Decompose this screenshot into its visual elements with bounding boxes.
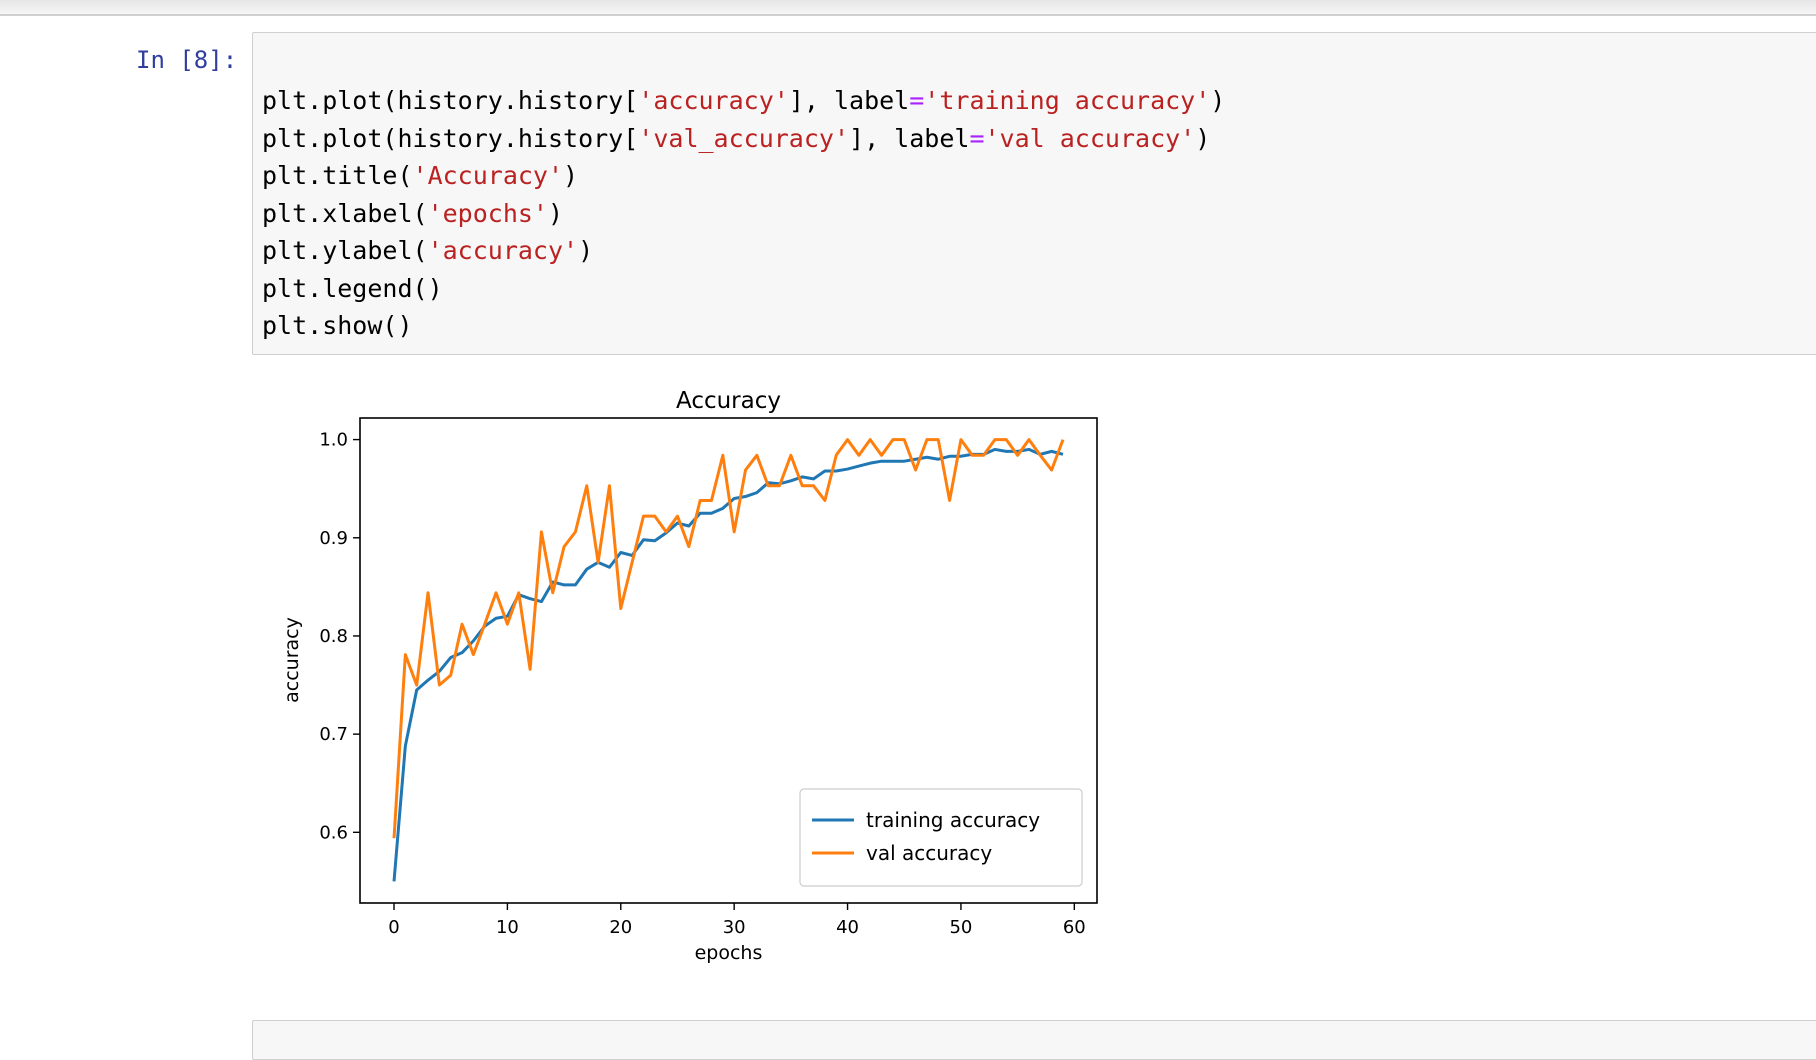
x-tick-label: 40 (836, 917, 859, 938)
cell-output: Accuracy epochs accuracy 0 10 20 30 40 50 60 0.… (252, 365, 1132, 980)
x-tick-label: 60 (1063, 917, 1086, 938)
code-line[interactable]: plt.plot(history.history['accuracy'], la… (262, 82, 1225, 120)
y-axis-label: accuracy (281, 617, 303, 703)
y-tick-label: 0.7 (319, 724, 348, 745)
code-line[interactable]: plt.plot(history.history['val_accuracy']… (262, 120, 1225, 158)
code-string-token: 'epochs' (428, 199, 548, 228)
code-token: = (909, 86, 924, 115)
y-tick-label: 0.8 (319, 626, 348, 647)
code-token: plt.title( (262, 161, 413, 190)
code-token: plt.plot(history.history[ (262, 86, 638, 115)
code-token: ], label (789, 86, 909, 115)
code-token: ) (578, 236, 593, 265)
notebook-toolbar-edge (0, 0, 1816, 16)
code-token: ) (563, 161, 578, 190)
y-tick-label: 0.6 (319, 822, 348, 843)
code-token: plt.xlabel( (262, 199, 428, 228)
code-editor[interactable]: plt.plot(history.history['accuracy'], la… (262, 82, 1225, 345)
code-string-token: 'accuracy' (428, 236, 579, 265)
code-token: plt.ylabel( (262, 236, 428, 265)
accuracy-chart: Accuracy epochs accuracy 0 10 20 30 40 50 60 0.… (252, 365, 1132, 980)
x-tick-label: 30 (723, 917, 746, 938)
x-tick-label: 10 (496, 917, 519, 938)
code-token: = (969, 124, 984, 153)
legend-label-training: training accuracy (866, 808, 1040, 832)
next-code-cell[interactable] (252, 1020, 1816, 1060)
code-token: ) (1210, 86, 1225, 115)
x-tick-label: 20 (609, 917, 632, 938)
x-tick-label: 50 (949, 917, 972, 938)
code-token: plt.show() (262, 311, 413, 340)
code-line[interactable]: plt.show() (262, 307, 1225, 345)
code-string-token: 'accuracy' (638, 86, 789, 115)
code-line[interactable]: plt.title('Accuracy') (262, 157, 1225, 195)
chart-title: Accuracy (676, 388, 781, 414)
code-string-token: 'val accuracy' (985, 124, 1196, 153)
code-string-token: 'Accuracy' (413, 161, 564, 190)
code-line[interactable]: plt.xlabel('epochs') (262, 195, 1225, 233)
code-token: ) (548, 199, 563, 228)
code-token: plt.plot(history.history[ (262, 124, 638, 153)
legend-label-val: val accuracy (866, 841, 992, 865)
legend-box (800, 789, 1082, 886)
code-string-token: 'val_accuracy' (638, 124, 849, 153)
chart-legend: training accuracy val accuracy (800, 789, 1082, 886)
cell-prompt: In [8]: (136, 46, 237, 74)
code-token: ], label (849, 124, 969, 153)
x-axis-label: epochs (695, 942, 763, 964)
x-tick-label: 0 (388, 917, 399, 938)
code-string-token: 'training accuracy' (924, 86, 1210, 115)
code-token: ) (1195, 124, 1210, 153)
code-line[interactable]: plt.ylabel('accuracy') (262, 232, 1225, 270)
y-tick-label: 1.0 (319, 430, 348, 451)
y-tick-label: 0.9 (319, 528, 348, 549)
code-line[interactable]: plt.legend() (262, 270, 1225, 308)
code-token: plt.legend() (262, 274, 443, 303)
